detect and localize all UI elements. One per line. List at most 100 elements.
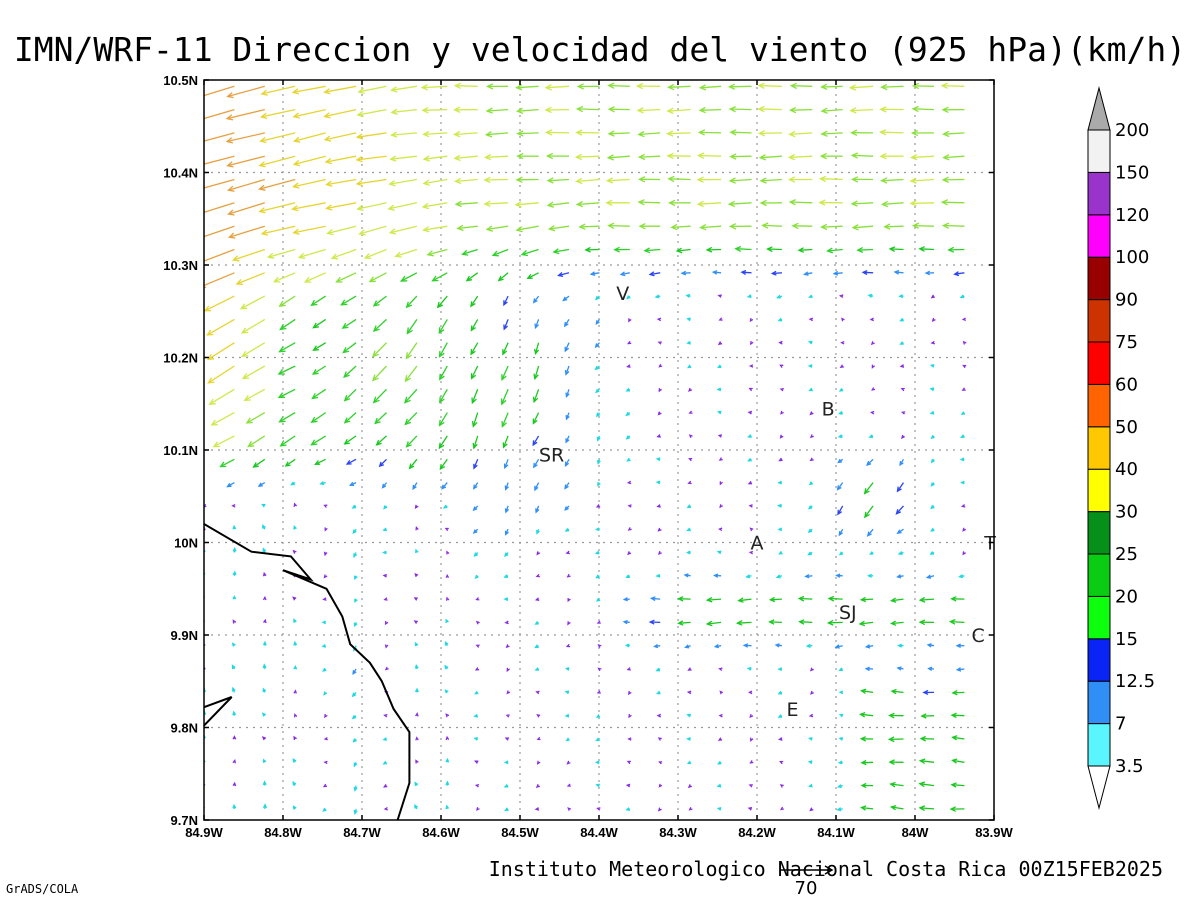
wind-vector bbox=[232, 570, 237, 576]
wind-vector bbox=[232, 803, 237, 809]
wind-vector bbox=[470, 365, 479, 380]
city-label: T bbox=[983, 533, 996, 555]
x-tick-label: 84.2W bbox=[738, 825, 776, 840]
wind-vector bbox=[837, 458, 844, 464]
wind-vector bbox=[837, 760, 843, 765]
wind-vector bbox=[909, 200, 935, 207]
wind-vector bbox=[219, 458, 235, 468]
wind-vector bbox=[871, 364, 876, 369]
wind-vector bbox=[596, 807, 601, 811]
wind-vector bbox=[536, 760, 541, 765]
wind-vector bbox=[596, 690, 601, 694]
wind-vector bbox=[926, 643, 935, 648]
y-tick-label: 10.4N bbox=[163, 166, 198, 181]
wind-vector bbox=[911, 82, 935, 90]
wind-vector bbox=[686, 550, 691, 555]
wind-vector bbox=[445, 596, 450, 601]
wind-vector bbox=[643, 247, 661, 254]
x-tick-label: 84.4W bbox=[580, 825, 618, 840]
wind-vector bbox=[204, 459, 205, 461]
wind-vector bbox=[626, 667, 631, 671]
wind-vector bbox=[594, 760, 600, 765]
wind-vector bbox=[750, 341, 754, 346]
colorbar-swatch bbox=[1087, 383, 1111, 428]
colorbar-swatch bbox=[1087, 256, 1111, 301]
wind-vector bbox=[595, 574, 600, 579]
wind-vector bbox=[656, 690, 661, 695]
wind-vector bbox=[575, 200, 600, 208]
wind-vector bbox=[277, 388, 296, 399]
x-tick-label: 84.1W bbox=[817, 825, 855, 840]
wind-vector bbox=[880, 200, 904, 208]
wind-vector bbox=[292, 596, 297, 601]
wind-vector bbox=[658, 550, 662, 556]
wind-vector bbox=[838, 294, 844, 298]
colorbar-swatch bbox=[1087, 723, 1111, 767]
wind-vector bbox=[717, 341, 723, 346]
wind-vector bbox=[788, 130, 813, 138]
wind-vector bbox=[352, 738, 357, 743]
wind-vector bbox=[942, 154, 965, 161]
wind-vector bbox=[535, 690, 540, 695]
wind-vector bbox=[278, 412, 296, 423]
wind-vector bbox=[204, 319, 205, 321]
wind-vector bbox=[686, 340, 691, 345]
wind-vector bbox=[310, 295, 327, 307]
x-tick-label: 84.7W bbox=[343, 825, 381, 840]
wind-vector bbox=[245, 412, 266, 424]
wind-vector bbox=[742, 643, 752, 648]
wind-vector bbox=[666, 83, 691, 91]
wind-vector bbox=[473, 552, 479, 558]
wind-vector bbox=[321, 643, 327, 648]
wind-vector bbox=[658, 783, 663, 788]
wind-vector bbox=[889, 804, 904, 811]
wind-vector bbox=[404, 365, 418, 383]
colorbar-label: 20 bbox=[1115, 586, 1138, 607]
colorbar-label: 90 bbox=[1115, 290, 1138, 311]
wind-vector bbox=[901, 434, 905, 440]
wind-vector bbox=[343, 435, 357, 445]
wind-vector bbox=[326, 225, 357, 236]
colorbar-label: 12.5 bbox=[1115, 671, 1155, 692]
wind-vector bbox=[258, 202, 296, 214]
wind-vector bbox=[342, 342, 357, 354]
wind-vector bbox=[889, 781, 904, 788]
wind-vector bbox=[261, 736, 267, 741]
wind-vector bbox=[848, 84, 874, 91]
wind-vector bbox=[798, 619, 813, 625]
wind-vector bbox=[515, 225, 539, 233]
plot-frame bbox=[203, 79, 995, 821]
wind-vector bbox=[503, 760, 509, 765]
wind-vector bbox=[890, 620, 904, 626]
wind-vector bbox=[258, 155, 296, 168]
wind-vector bbox=[474, 783, 480, 788]
wind-vector bbox=[323, 108, 357, 119]
wind-vector bbox=[227, 225, 265, 239]
wind-vector bbox=[231, 686, 236, 693]
wind-vector bbox=[484, 131, 509, 138]
wind-vector bbox=[911, 222, 935, 229]
wind-vector bbox=[500, 389, 509, 406]
wind-vector bbox=[637, 130, 661, 138]
wind-vector bbox=[859, 596, 874, 603]
wind-vector bbox=[594, 365, 600, 371]
wind-vector bbox=[870, 341, 875, 346]
wind-vector bbox=[607, 106, 630, 113]
wind-vector bbox=[414, 687, 419, 693]
wind-vector bbox=[658, 363, 663, 368]
wind-vector bbox=[596, 459, 601, 465]
wind-vector bbox=[472, 528, 479, 534]
colorbar-label: 30 bbox=[1115, 502, 1138, 523]
wind-vector bbox=[231, 642, 236, 647]
wind-vector bbox=[625, 387, 631, 392]
wind-vector bbox=[837, 505, 844, 516]
wind-vector bbox=[453, 154, 478, 162]
wind-vector bbox=[353, 808, 358, 815]
wind-vector bbox=[918, 596, 935, 603]
wind-vector bbox=[536, 551, 541, 556]
wind-vector bbox=[777, 527, 783, 532]
wind-vector bbox=[262, 571, 267, 577]
wind-vector bbox=[950, 596, 965, 602]
x-tick-label: 84.3W bbox=[659, 825, 697, 840]
wind-vector bbox=[292, 757, 297, 763]
